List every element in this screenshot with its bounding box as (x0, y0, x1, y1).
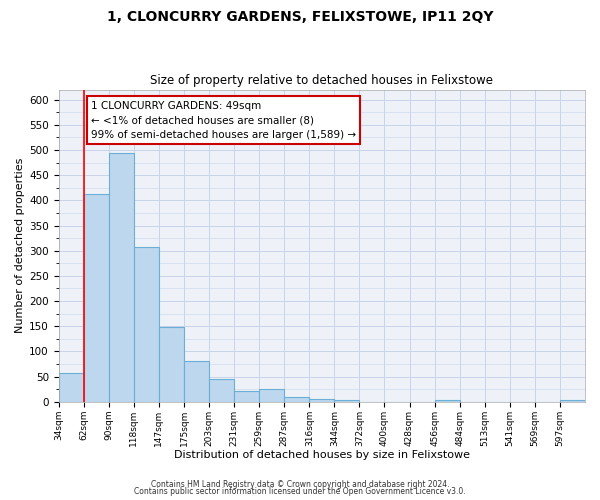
Bar (84, 194, 109, 402)
Bar (159, 327, 184, 402)
Bar (184, 361, 209, 402)
Text: 1, CLONCURRY GARDENS, FELIXSTOWE, IP11 2QY: 1, CLONCURRY GARDENS, FELIXSTOWE, IP11 2… (107, 10, 493, 24)
Bar (434, 400, 460, 402)
Text: Contains HM Land Registry data © Crown copyright and database right 2024.: Contains HM Land Registry data © Crown c… (151, 480, 449, 489)
Bar (309, 399, 334, 402)
Bar (334, 400, 359, 402)
X-axis label: Distribution of detached houses by size in Felixstowe: Distribution of detached houses by size … (174, 450, 470, 460)
Y-axis label: Number of detached properties: Number of detached properties (15, 158, 25, 334)
Bar (560, 400, 585, 402)
Text: Contains public sector information licensed under the Open Government Licence v3: Contains public sector information licen… (134, 487, 466, 496)
Bar (284, 397, 309, 402)
Bar (59, 373, 84, 402)
Bar (109, 152, 134, 402)
Bar (234, 390, 259, 402)
Title: Size of property relative to detached houses in Felixstowe: Size of property relative to detached ho… (151, 74, 493, 87)
Text: 1 CLONCURRY GARDENS: 49sqm
← <1% of detached houses are smaller (8)
99% of semi-: 1 CLONCURRY GARDENS: 49sqm ← <1% of deta… (91, 100, 356, 140)
Bar (259, 389, 284, 402)
Bar (209, 379, 234, 402)
Bar (134, 246, 159, 402)
